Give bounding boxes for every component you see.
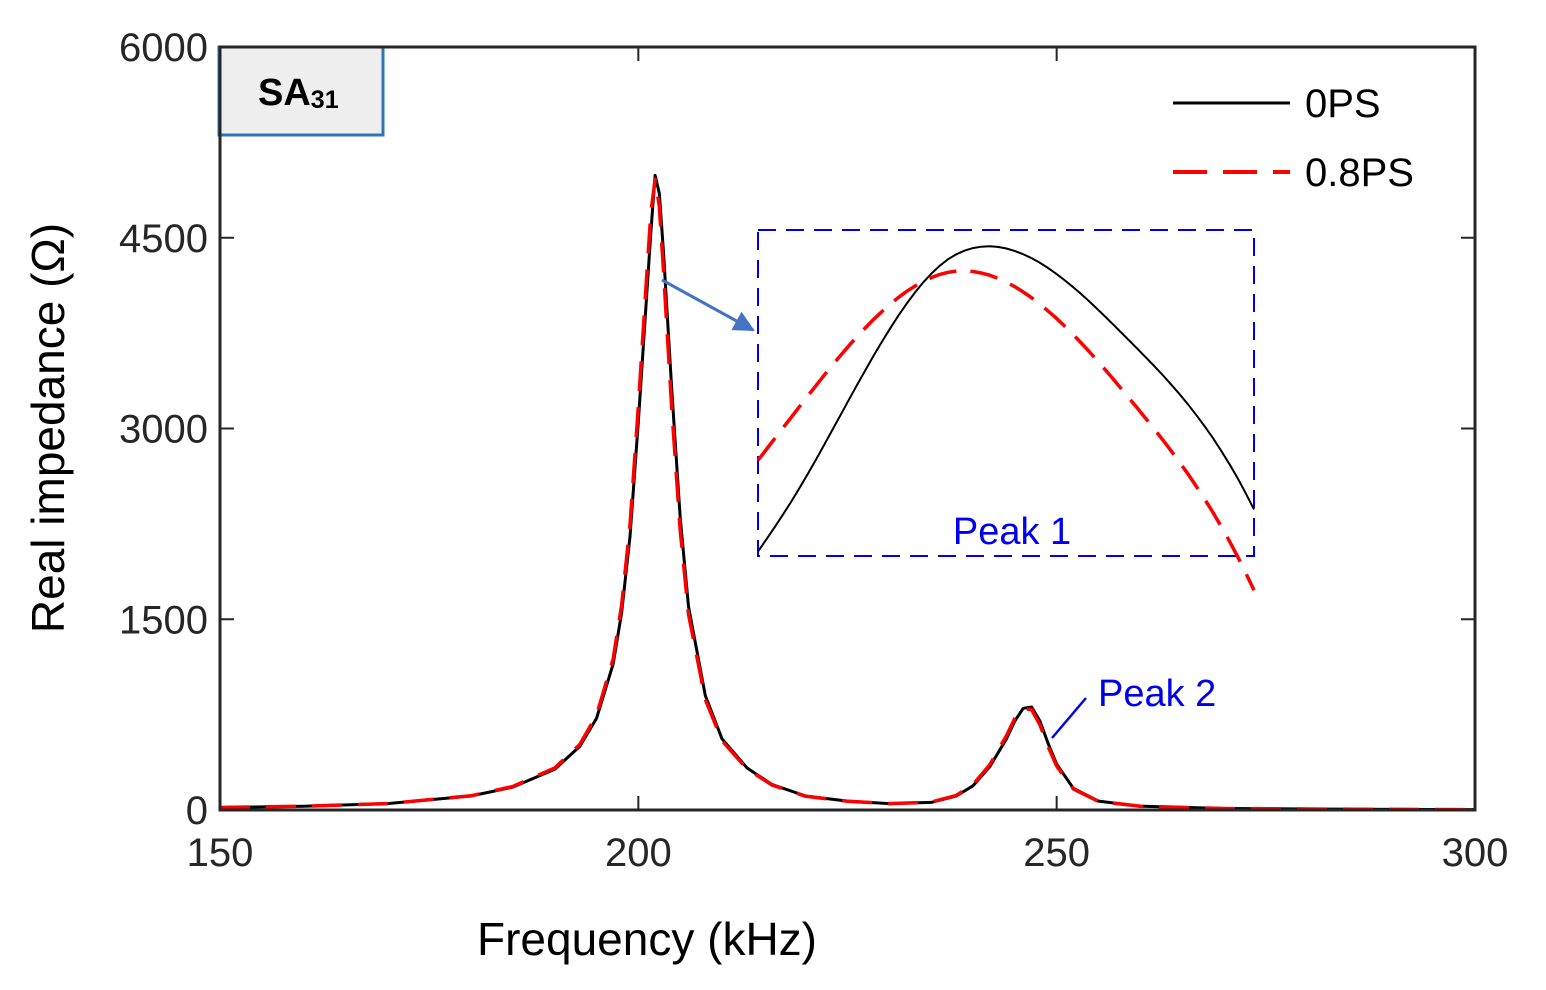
y-tick-label: 4500: [119, 217, 208, 261]
series-line-0ps: [219, 173, 1476, 812]
inset-line-0ps: [757, 245, 1255, 553]
y-tick-label: 6000: [119, 26, 208, 70]
sa31-badge: SA31: [217, 45, 385, 137]
inset-line-0-8ps: [756, 269, 1256, 591]
badge-text: SA31: [258, 72, 339, 114]
x-tick-label: 150: [187, 831, 254, 875]
legend-label-0ps: 0PS: [1305, 82, 1381, 126]
inset-frame: [757, 229, 1255, 557]
badge-subscript: 31: [311, 86, 339, 114]
y-tick-label: 0: [186, 789, 208, 833]
badge-main: SA: [258, 72, 311, 114]
inset-zoom: Peak 1: [756, 229, 1256, 591]
legend-label-0-8ps: 0.8PS: [1305, 151, 1414, 195]
peak2-label: Peak 2: [1098, 673, 1216, 715]
y-tick-label: 3000: [119, 408, 208, 452]
x-axis-label: Frequency (kHz): [477, 913, 817, 965]
x-tick-label: 200: [605, 831, 672, 875]
y-axis-label: Real impedance (Ω): [22, 223, 74, 633]
inset-curves: [756, 245, 1256, 591]
legend: 0PS 0.8PS: [1173, 82, 1414, 195]
zoom-arrow: [661, 278, 755, 332]
plot-lines: [219, 173, 1476, 812]
x-tick-label: 300: [1442, 831, 1509, 875]
y-tick-label: 1500: [119, 598, 208, 642]
peak2-pointer: [1051, 697, 1087, 739]
x-tick-label: 250: [1023, 831, 1090, 875]
series-line-0-8ps: [219, 177, 1476, 812]
plot-frame: [218, 45, 1477, 812]
inset-label: Peak 1: [953, 511, 1071, 553]
